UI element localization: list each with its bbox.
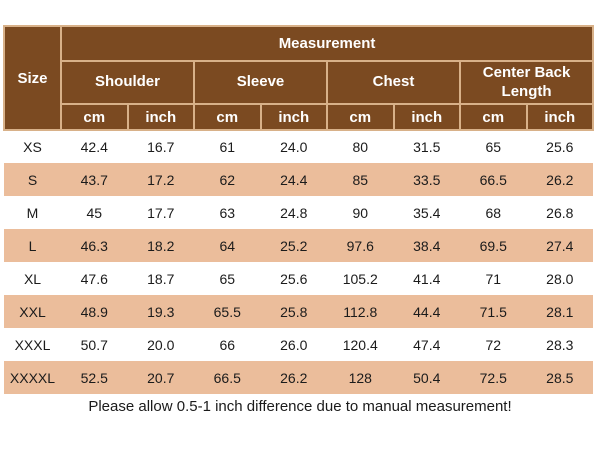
unit-header-cm: cm <box>459 103 528 131</box>
table-body: XS 42.4 16.7 61 24.0 80 31.5 65 25.6 S 43.7 17.2 62 2… <box>4 130 594 394</box>
value-cell: 25.2 <box>260 229 327 262</box>
value-cell: 71.5 <box>460 295 527 328</box>
value-cell: 18.2 <box>127 229 194 262</box>
value-cell: 42.4 <box>61 130 128 163</box>
value-cell: 47.6 <box>61 262 128 295</box>
value-cell: 62 <box>194 163 261 196</box>
value-cell: 61 <box>194 130 261 163</box>
value-cell: 17.2 <box>127 163 194 196</box>
value-cell: 66.5 <box>460 163 527 196</box>
unit-header-inch: inch <box>392 103 461 131</box>
table-row: XXXXL 52.5 20.7 66.5 26.2 128 50.4 72.5 28.5 <box>4 361 594 394</box>
value-cell: 120.4 <box>327 328 394 361</box>
value-cell: 69.5 <box>460 229 527 262</box>
value-cell: 65 <box>460 130 527 163</box>
value-cell: 28.3 <box>526 328 594 361</box>
footnote: Please allow 0.5-1 inch difference due t… <box>88 398 512 415</box>
unit-header-inch: inch <box>126 103 195 131</box>
size-cell: S <box>4 163 61 196</box>
value-cell: 90 <box>327 196 394 229</box>
value-cell: 27.4 <box>526 229 594 262</box>
value-cell: 33.5 <box>393 163 460 196</box>
value-cell: 50.4 <box>393 361 460 394</box>
value-cell: 20.0 <box>127 328 194 361</box>
value-cell: 64 <box>194 229 261 262</box>
value-cell: 44.4 <box>393 295 460 328</box>
value-cell: 105.2 <box>327 262 394 295</box>
value-cell: 72.5 <box>460 361 527 394</box>
value-cell: 52.5 <box>61 361 128 394</box>
size-cell: XXXL <box>4 328 61 361</box>
table-row: XS 42.4 16.7 61 24.0 80 31.5 65 25.6 <box>4 130 594 163</box>
column-group-header-chest: Chest <box>326 60 461 105</box>
value-cell: 26.2 <box>260 361 327 394</box>
value-cell: 50.7 <box>61 328 128 361</box>
value-cell: 26.0 <box>260 328 327 361</box>
size-cell: XL <box>4 262 61 295</box>
table-row: S 43.7 17.2 62 24.4 85 33.5 66.5 26.2 <box>4 163 594 196</box>
value-cell: 19.3 <box>127 295 194 328</box>
value-cell: 112.8 <box>327 295 394 328</box>
value-cell: 72 <box>460 328 527 361</box>
value-cell: 24.8 <box>260 196 327 229</box>
value-cell: 26.8 <box>526 196 594 229</box>
value-cell: 17.7 <box>127 196 194 229</box>
value-cell: 25.8 <box>260 295 327 328</box>
value-cell: 26.2 <box>526 163 594 196</box>
value-cell: 66.5 <box>194 361 261 394</box>
value-cell: 25.6 <box>260 262 327 295</box>
value-cell: 20.7 <box>127 361 194 394</box>
value-cell: 24.4 <box>260 163 327 196</box>
value-cell: 35.4 <box>393 196 460 229</box>
value-cell: 80 <box>327 130 394 163</box>
table-row: XXL 48.9 19.3 65.5 25.8 112.8 44.4 71.5 28.1 <box>4 295 594 328</box>
value-cell: 43.7 <box>61 163 128 196</box>
size-cell: L <box>4 229 61 262</box>
column-group-header-center-back-length: Center Back Length <box>458 60 595 105</box>
value-cell: 25.6 <box>526 130 594 163</box>
value-cell: 65.5 <box>194 295 261 328</box>
size-cell: XXXXL <box>4 361 61 394</box>
unit-header-cm: cm <box>326 103 395 131</box>
column-group-header-sleeve: Sleeve <box>193 60 328 105</box>
measurement-header: Measurement <box>59 25 595 62</box>
value-cell: 97.6 <box>327 229 394 262</box>
unit-header-inch: inch <box>525 103 595 131</box>
table-row: XL 47.6 18.7 65 25.6 105.2 41.4 71 28.0 <box>4 262 594 295</box>
unit-header-cm: cm <box>193 103 262 131</box>
unit-header-cm: cm <box>60 103 129 131</box>
value-cell: 46.3 <box>61 229 128 262</box>
size-chart-table: Size Measurement Shoulder Sleeve Chest C… <box>3 25 595 394</box>
value-cell: 28.0 <box>526 262 594 295</box>
value-cell: 47.4 <box>393 328 460 361</box>
table-row: XXXL 50.7 20.0 66 26.0 120.4 47.4 72 28.3 <box>4 328 594 361</box>
size-column-header: Size <box>3 25 62 131</box>
value-cell: 31.5 <box>393 130 460 163</box>
value-cell: 18.7 <box>127 262 194 295</box>
value-cell: 63 <box>194 196 261 229</box>
table-row: L 46.3 18.2 64 25.2 97.6 38.4 69.5 27.4 <box>4 229 594 262</box>
value-cell: 38.4 <box>393 229 460 262</box>
value-cell: 66 <box>194 328 261 361</box>
value-cell: 128 <box>327 361 394 394</box>
value-cell: 28.1 <box>526 295 594 328</box>
unit-header-inch: inch <box>259 103 328 131</box>
size-cell: M <box>4 196 61 229</box>
table-row: M 45 17.7 63 24.8 90 35.4 68 26.8 <box>4 196 594 229</box>
value-cell: 24.0 <box>260 130 327 163</box>
value-cell: 68 <box>460 196 527 229</box>
value-cell: 41.4 <box>393 262 460 295</box>
value-cell: 16.7 <box>127 130 194 163</box>
value-cell: 71 <box>460 262 527 295</box>
column-group-header-shoulder: Shoulder <box>60 60 195 105</box>
value-cell: 65 <box>194 262 261 295</box>
value-cell: 48.9 <box>61 295 128 328</box>
size-cell: XS <box>4 130 61 163</box>
value-cell: 85 <box>327 163 394 196</box>
value-cell: 45 <box>61 196 128 229</box>
size-cell: XXL <box>4 295 61 328</box>
size-chart: Size Measurement Shoulder Sleeve Chest C… <box>3 25 595 394</box>
value-cell: 28.5 <box>526 361 594 394</box>
